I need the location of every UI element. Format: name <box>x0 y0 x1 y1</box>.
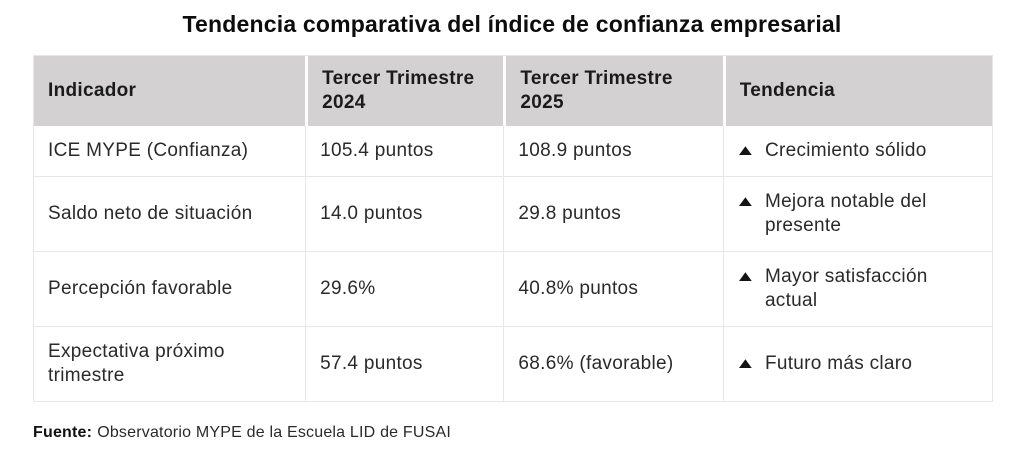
col-header-tendencia: Tendencia <box>722 56 992 126</box>
table-row: Expectativa próximo trimestre 57.4 punto… <box>34 327 992 401</box>
cell-indicador: Percepción favorable <box>34 252 306 327</box>
trend-label: Futuro más claro <box>764 353 913 374</box>
cell-t3-2025: 68.6% (favorable) <box>503 327 723 401</box>
trend-label: Mayor satisfacción actual <box>764 266 928 311</box>
page-title: Tendencia comparativa del índice de conf… <box>182 11 842 37</box>
cell-tendencia: ▲ Futuro más claro <box>722 327 992 401</box>
table-body: ICE MYPE (Confianza) 105.4 puntos 108.9 … <box>34 126 992 401</box>
source-note: Fuente: Observatorio MYPE de la Escuela L… <box>33 424 1024 442</box>
table-row: Saldo neto de situación 14.0 puntos 29.8… <box>34 177 992 252</box>
trend-indicator: ▲ Mayor satisfacción actual <box>734 265 982 313</box>
col-header-tercer-trimestre-2024: Tercer Trimestre 2024 <box>305 56 504 126</box>
source-text: Observatorio MYPE de la Escuela LID de F… <box>97 424 452 441</box>
trend-label: Crecimiento sólido <box>764 140 927 161</box>
cell-t3-2024: 14.0 puntos <box>305 177 504 252</box>
cell-t3-2024: 105.4 puntos <box>305 126 504 177</box>
trend-label: Mejora notable del presente <box>764 191 927 236</box>
table-container: Indicador Tercer Trimestre 2024 Tercer T… <box>33 55 993 402</box>
cell-tendencia: ▲ Mejora notable del presente <box>722 177 992 252</box>
comparison-table: Indicador Tercer Trimestre 2024 Tercer T… <box>33 55 993 402</box>
cell-tendencia: ▲ Crecimiento sólido <box>722 126 992 177</box>
cell-t3-2024: 29.6% <box>305 252 504 327</box>
trend-indicator: ▲ Futuro más claro <box>734 352 982 376</box>
cell-indicador: Saldo neto de situación <box>34 177 306 252</box>
cell-t3-2025: 108.9 puntos <box>503 126 723 177</box>
table-row: ICE MYPE (Confianza) 105.4 puntos 108.9 … <box>34 126 992 177</box>
cell-t3-2025: 29.8 puntos <box>503 177 723 252</box>
col-header-indicador: Indicador <box>34 56 306 126</box>
trend-up-icon: ▲ <box>734 142 757 159</box>
header-row: Indicador Tercer Trimestre 2024 Tercer T… <box>34 56 992 126</box>
cell-indicador: ICE MYPE (Confianza) <box>34 126 306 177</box>
table-row: Percepción favorable 29.6% 40.8% puntos … <box>34 252 992 327</box>
trend-up-icon: ▲ <box>734 268 757 285</box>
cell-indicador: Expectativa próximo trimestre <box>34 327 306 401</box>
source-label: Fuente: <box>33 424 93 441</box>
cell-tendencia: ▲ Mayor satisfacción actual <box>722 252 992 327</box>
trend-indicator: ▲ Crecimiento sólido <box>734 139 982 163</box>
trend-indicator: ▲ Mejora notable del presente <box>734 190 982 238</box>
cell-t3-2025: 40.8% puntos <box>503 252 723 327</box>
trend-up-icon: ▲ <box>734 355 757 372</box>
cell-t3-2024: 57.4 puntos <box>305 327 504 401</box>
trend-up-icon: ▲ <box>734 193 757 210</box>
table-header: Indicador Tercer Trimestre 2024 Tercer T… <box>34 56 992 126</box>
infographic-page: Tendencia comparativa del índice de conf… <box>0 11 1024 470</box>
col-header-tercer-trimestre-2025: Tercer Trimestre 2025 <box>503 56 723 126</box>
